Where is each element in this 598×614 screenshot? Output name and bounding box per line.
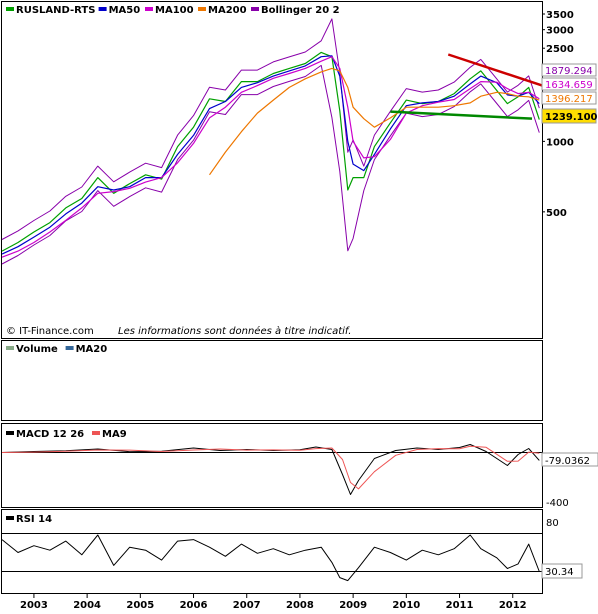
x-tick-label: 2010 bbox=[392, 600, 420, 611]
legend-label: Volume bbox=[16, 344, 58, 355]
x-tick-label: 2006 bbox=[180, 600, 208, 611]
macd-signal-line bbox=[1, 445, 540, 490]
legend-label: MA100 bbox=[155, 5, 194, 16]
x-tick-label: 2011 bbox=[446, 600, 474, 611]
value-badge bbox=[541, 108, 597, 124]
legend-label: MA20 bbox=[76, 344, 108, 355]
value-badge-text: 1634.659 bbox=[545, 80, 593, 91]
y-tick-label: -400 bbox=[546, 498, 569, 509]
ma200-line bbox=[209, 67, 540, 176]
price-panel: 350030002500200015001000500 1879.2941634… bbox=[1, 1, 598, 339]
value-badge-text: 1239.100 bbox=[545, 112, 598, 123]
bollinger-lower-line bbox=[1, 64, 540, 265]
legend-swatch bbox=[6, 431, 14, 435]
x-axis: 2003 2004 2005 2006 2007 2008 2009 2010 2011 2012 bbox=[20, 594, 527, 611]
legend-label: RUSLAND-RTS bbox=[16, 5, 95, 16]
support-trendline bbox=[390, 110, 533, 120]
y-tick-label: 1000 bbox=[546, 137, 574, 148]
x-tick-label: 2012 bbox=[499, 600, 527, 611]
ma50-line bbox=[1, 55, 540, 255]
value-badge bbox=[541, 452, 598, 467]
legend-label: MA200 bbox=[208, 5, 247, 16]
legend-swatch bbox=[198, 7, 206, 11]
legend-label: Bollinger 20 2 bbox=[261, 5, 340, 16]
volume-panel: Volume MA20 bbox=[1, 340, 543, 421]
disclaimer-note: Les informations sont données à titre in… bbox=[118, 325, 351, 337]
rsi-line bbox=[1, 534, 540, 582]
legend-swatch bbox=[92, 431, 100, 435]
value-badge-text: 1879.294 bbox=[545, 66, 593, 77]
value-badge-text: -79.0362 bbox=[545, 456, 590, 467]
y-tick-label: 3500 bbox=[546, 10, 574, 21]
x-tick-label: 2003 bbox=[20, 600, 48, 611]
legend-swatch bbox=[6, 7, 14, 11]
y-tick-label: 500 bbox=[546, 208, 567, 219]
value-badge bbox=[541, 91, 597, 105]
legend-swatch bbox=[251, 7, 259, 11]
x-tick-label: 2007 bbox=[233, 600, 261, 611]
value-badge bbox=[541, 77, 597, 91]
price-line bbox=[1, 51, 540, 252]
legend-label: MA9 bbox=[102, 429, 127, 440]
rsi-panel: RSI 14 80 30.34 bbox=[1, 509, 583, 594]
legend-swatch bbox=[6, 516, 14, 520]
legend-label: MACD 12 26 bbox=[16, 429, 84, 440]
legend-swatch bbox=[98, 7, 107, 11]
legend-label: MA50 bbox=[109, 5, 141, 16]
ma100-line bbox=[1, 56, 540, 258]
macd-line bbox=[1, 444, 540, 495]
x-tick-label: 2009 bbox=[339, 600, 367, 611]
value-badge bbox=[541, 63, 597, 77]
y-tick-label: 2500 bbox=[546, 44, 574, 55]
bollinger-upper-line bbox=[1, 18, 540, 240]
x-tick-label: 2008 bbox=[286, 600, 314, 611]
value-badge-text: 30.34 bbox=[545, 567, 574, 578]
legend-swatch bbox=[65, 346, 74, 350]
x-tick-label: 2004 bbox=[73, 600, 101, 611]
legend-swatch bbox=[6, 346, 14, 350]
value-badge bbox=[541, 563, 583, 579]
source-credit: © IT-Finance.com bbox=[6, 326, 94, 337]
legend-label: RSI 14 bbox=[16, 514, 52, 525]
legend-swatch bbox=[145, 7, 153, 11]
x-tick-label: 2005 bbox=[126, 600, 154, 611]
y-tick-label: 3000 bbox=[546, 26, 574, 37]
y-tick-label: 80 bbox=[546, 518, 559, 529]
macd-panel: MACD 12 26 MA9 -400 -79.0362 bbox=[1, 423, 598, 509]
value-badge-text: 1396.217 bbox=[545, 94, 593, 105]
resistance-trendline bbox=[447, 53, 549, 89]
